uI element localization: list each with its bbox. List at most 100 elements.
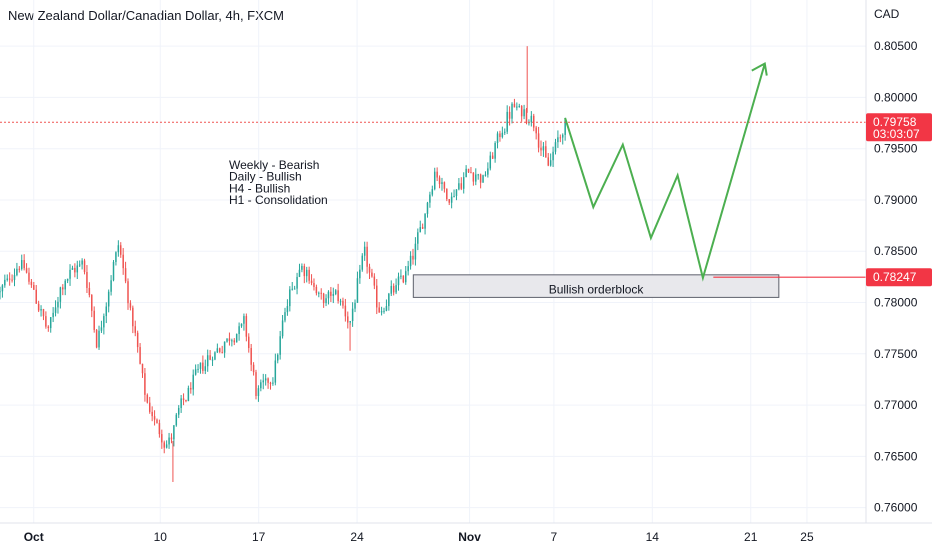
candle-body	[450, 196, 453, 203]
candle-body	[175, 414, 178, 426]
candle-body	[223, 341, 226, 353]
candle-body	[366, 246, 368, 267]
price-tick-label: 0.79500	[874, 142, 918, 156]
candle-body	[305, 269, 308, 277]
candle-body	[380, 311, 383, 313]
candle-body	[49, 317, 52, 329]
candle-body	[64, 280, 66, 290]
time-tick-label: Nov	[458, 530, 481, 544]
candle-body	[276, 354, 279, 361]
price-tick-label: 0.80500	[874, 39, 918, 53]
candle-body	[506, 111, 508, 132]
time-axis[interactable]: Oct 10 17 24 Nov 7 14 21 25	[24, 530, 814, 544]
candle-body	[76, 265, 79, 273]
candle-body	[559, 137, 562, 139]
candle-body	[301, 266, 303, 270]
candle-body	[158, 423, 161, 435]
candle-body	[448, 199, 450, 203]
candle-body	[226, 338, 228, 342]
candle-body	[262, 380, 265, 383]
candle-body	[383, 310, 385, 312]
candle-body	[228, 338, 231, 341]
candle-body	[144, 373, 146, 395]
candle-body	[436, 171, 438, 178]
candle-body	[248, 336, 250, 349]
candle-body	[402, 275, 405, 283]
candle-body	[518, 105, 521, 107]
candle-body	[347, 316, 349, 323]
candle-body	[112, 261, 115, 281]
candle-body	[547, 157, 549, 166]
candle-body	[533, 115, 535, 128]
orderblock-label: Bullish orderblock	[549, 282, 645, 296]
candle-body	[33, 285, 35, 290]
candle-body	[501, 132, 504, 138]
candle-body	[460, 183, 463, 189]
time-tick-label: 7	[551, 530, 558, 544]
candle-body	[376, 285, 378, 308]
candle-body	[173, 425, 175, 440]
candle-body	[286, 306, 289, 313]
candle-body	[103, 316, 105, 328]
candle-body	[16, 268, 18, 276]
candle-body	[397, 276, 400, 286]
candle-body	[289, 289, 291, 307]
candle-body	[564, 118, 566, 135]
candle-body	[359, 269, 361, 279]
candle-body	[204, 366, 207, 371]
candle-body	[482, 175, 484, 183]
candle-body	[1, 285, 4, 292]
candle-body	[206, 355, 209, 367]
candle-body	[325, 298, 327, 304]
candle-body	[209, 355, 211, 360]
candle-body	[455, 189, 458, 196]
candle-body	[117, 245, 120, 253]
candle-body	[475, 174, 477, 182]
candle-body	[245, 316, 248, 337]
candle-body	[441, 182, 443, 185]
candle-body	[354, 302, 356, 309]
candle-body	[151, 411, 153, 417]
chart-title: New Zealand Dollar/Canadian Dollar, 4h, …	[8, 8, 285, 23]
candle-body	[344, 305, 347, 317]
candle-body	[25, 268, 28, 273]
candle-body	[86, 271, 88, 288]
candle-body	[373, 276, 376, 286]
candle-body	[146, 394, 149, 403]
candle-body	[462, 177, 465, 189]
candle-body	[170, 437, 173, 440]
candle-body	[129, 303, 132, 308]
candle-body	[240, 323, 243, 327]
candle-body	[257, 388, 260, 396]
candle-body	[255, 372, 257, 396]
candle-body	[491, 155, 494, 159]
price-tick-label: 0.77000	[874, 398, 918, 412]
candle-body	[279, 336, 281, 355]
candle-body	[363, 246, 366, 256]
candle-body	[499, 133, 501, 138]
candle-body	[400, 275, 402, 277]
candle-body	[458, 183, 460, 190]
grid-lines	[0, 0, 866, 523]
annotation-line: H4 - Bullish	[229, 181, 290, 195]
candle-body	[293, 288, 296, 290]
candle-body	[511, 103, 513, 119]
orderblock-zone: Bullish orderblock	[412, 274, 780, 298]
candle-body	[153, 416, 156, 420]
candle-body	[163, 442, 165, 448]
time-tick-label: 10	[154, 530, 168, 544]
candle-body	[318, 292, 320, 294]
candle-body	[479, 174, 482, 183]
candle-body	[284, 312, 286, 321]
candle-body	[105, 306, 108, 317]
price-axis[interactable]: CAD 0.80500 0.80000 0.79500 0.79000 0.78500 0.…	[874, 7, 918, 515]
candle-body	[66, 278, 69, 281]
candle-body	[409, 255, 412, 267]
candle-body	[337, 290, 339, 302]
candle-body	[260, 382, 262, 389]
candle-body	[412, 255, 414, 260]
candle-body	[315, 286, 318, 294]
candle-body	[395, 285, 397, 293]
